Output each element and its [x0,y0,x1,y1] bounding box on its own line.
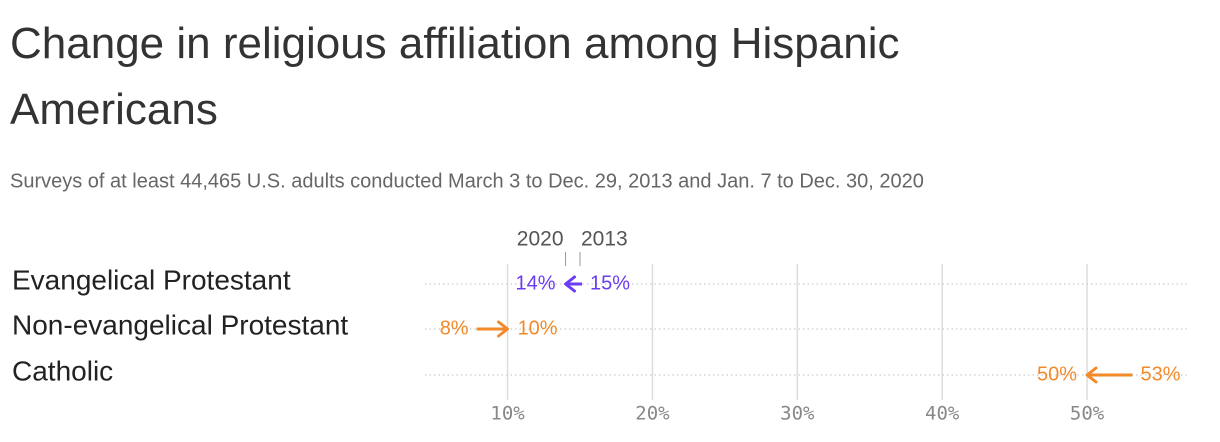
x-tick-label: 50% [1070,403,1105,425]
x-tick-label: 20% [635,403,670,425]
value-label: 53% [1141,363,1181,385]
legend-label: 2013 [581,228,628,251]
arrow-head [497,320,510,338]
category-label: Non-evangelical Protestant [12,309,348,340]
arrow [564,275,583,293]
value-label: 50% [1037,363,1077,385]
arrow-head [564,275,577,293]
value-label: 8% [440,317,469,339]
chart-subtitle: Surveys of at least 44,465 U.S. adults c… [10,170,924,192]
category-label: Evangelical Protestant [12,264,291,295]
legend-label: 2020 [517,228,564,251]
arrow-head [1085,366,1098,384]
x-tick-label: 30% [780,403,815,425]
value-label: 14% [515,272,555,294]
arrow [1085,366,1133,384]
chart-title: Change in religious affiliation among Hi… [10,19,900,134]
category-label: Catholic [12,355,113,386]
value-label: 10% [518,317,558,339]
value-label: 15% [590,272,630,294]
arrow [476,320,510,338]
x-tick-label: 40% [925,403,960,425]
x-tick-label: 10% [490,403,525,425]
